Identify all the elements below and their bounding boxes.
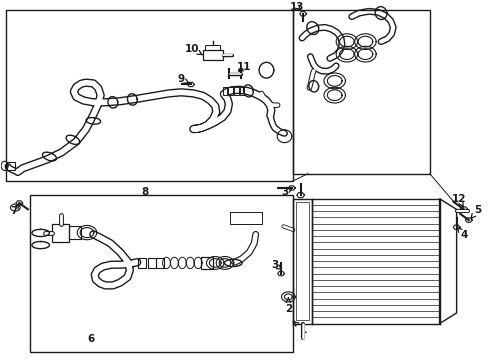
Bar (205, 45, 220, 50)
Text: 7: 7 (11, 203, 19, 216)
Text: 12: 12 (451, 194, 466, 207)
Bar (6, 162, 15, 170)
Bar (156, 257, 163, 267)
Text: 11: 11 (237, 62, 251, 72)
Text: 3: 3 (270, 260, 281, 270)
Bar (200, 257, 212, 269)
Text: 5: 5 (470, 205, 480, 219)
Bar (69, 226, 81, 239)
Text: 2: 2 (284, 298, 291, 314)
Text: 6: 6 (87, 334, 94, 343)
Text: 9: 9 (177, 74, 188, 84)
Text: 10: 10 (184, 44, 202, 55)
Bar (148, 257, 156, 267)
Text: 8: 8 (141, 186, 148, 197)
Text: 4: 4 (456, 227, 467, 240)
Bar (138, 257, 146, 267)
Bar (229, 212, 261, 224)
Text: 3: 3 (281, 187, 291, 197)
Text: 1: 1 (294, 321, 306, 335)
Text: 13: 13 (289, 2, 304, 12)
Bar (203, 50, 222, 60)
